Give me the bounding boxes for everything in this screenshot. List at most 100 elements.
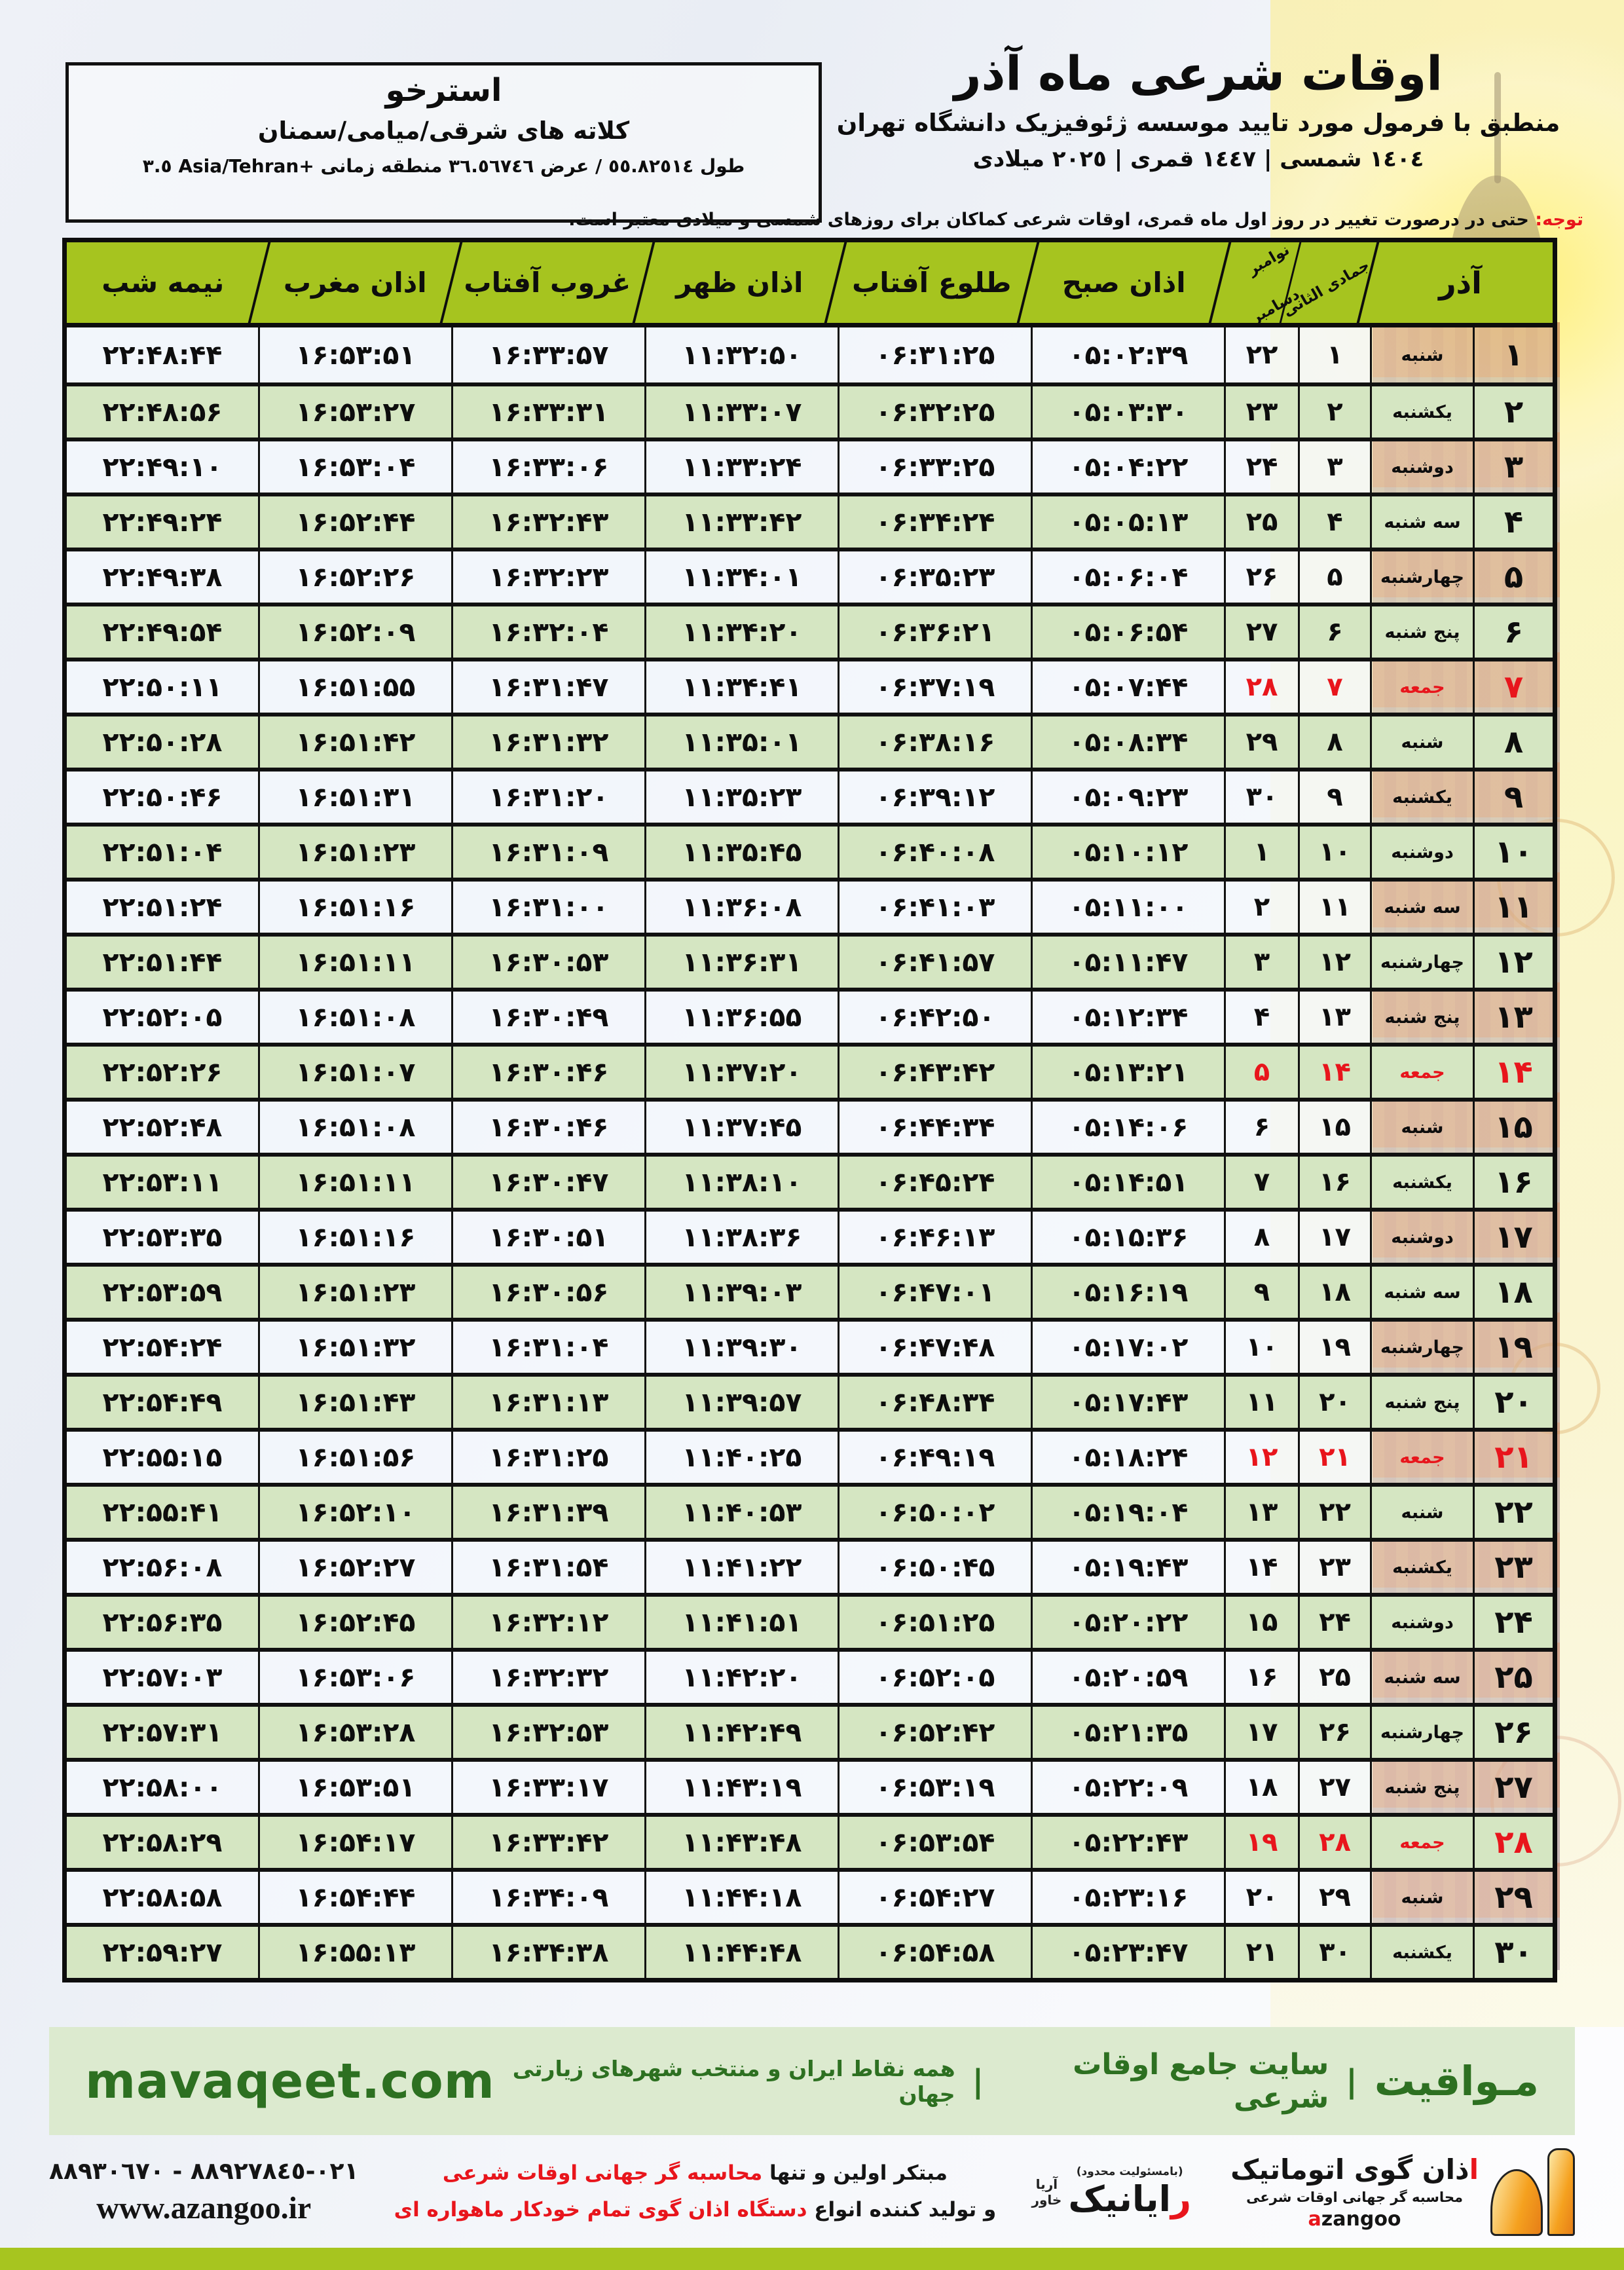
mosque-icon [1490,2148,1575,2236]
maghrib-time: ۱۶:۵۳:۲۸ [258,1707,451,1758]
slogan-line-1: مبتکر اولین و تنها محاسبه گر جهانی اوقات… [442,2161,948,2186]
dhuhr-time: ۱۱:۳۹:۳۰ [644,1322,838,1373]
page-subtitle: منطبق با فرمول مورد تایید موسسه ژئوفیزیک… [836,109,1560,137]
dhuhr-time: ۱۱:۳۳:۴۲ [644,496,838,548]
hijri-day-cell: ۱۴ [1298,1047,1370,1098]
table-row: ۱۴ جمعه ۱۴ ۵ ۰۵:۱۳:۲۱ ۰۶:۴۳:۴۲ ۱۱:۳۷:۲۰ ۱۶:۳۰:۴… [67,1043,1553,1098]
fajr-time: ۰۵:۱۰:۱۲ [1031,827,1224,878]
weekday-cell: یکشنبه [1370,386,1473,437]
sunset-time: ۱۶:۳۰:۴۶ [451,1102,644,1153]
sunset-time: ۱۶:۳۱:۵۴ [451,1542,644,1593]
hijri-day-cell: ۱۱ [1298,882,1370,933]
hijri-day-cell: ۴ [1298,496,1370,548]
midnight-time: ۲۲:۵۸:۵۸ [67,1872,258,1923]
sunset-time: ۱۶:۳۰:۴۹ [451,992,644,1043]
maghrib-time: ۱۶:۵۳:۵۱ [258,1762,451,1813]
weekday-cell: پنج شنبه [1370,992,1473,1043]
sunset-time: ۱۶:۳۱:۲۰ [451,772,644,823]
day-cell: ۲۰ [1473,1377,1553,1428]
gregorian-day-cell: ۲۸ [1224,661,1298,713]
day-cell: ۲۹ [1473,1872,1553,1923]
footer: اذان گوی اتوماتیک محاسبه گر جهانی اوقات … [49,2136,1575,2248]
sunrise-time: ۰۶:۵۴:۲۷ [838,1872,1031,1923]
weekday-cell: دوشنبه [1370,1212,1473,1263]
gregorian-day-cell: ۲۲ [1224,327,1298,382]
midnight-time: ۲۲:۵۶:۳۵ [67,1597,258,1648]
table-row: ۲۴ دوشنبه ۲۴ ۱۵ ۰۵:۲۰:۲۲ ۰۶:۵۱:۲۵ ۱۱:۴۱:۵۱ ۱۶:۳… [67,1593,1553,1648]
dhuhr-time: ۱۱:۴۰:۵۳ [644,1487,838,1538]
notice-line: توجه: حتی در درصورت تغییر در روز اول ماه… [49,210,1583,230]
maghrib-time: ۱۶:۵۱:۳۱ [258,772,451,823]
sunset-time: ۱۶:۳۰:۵۳ [451,937,644,988]
day-cell: ۲۵ [1473,1652,1553,1703]
table-row: ۱۹ چهارشنبه ۱۹ ۱۰ ۰۵:۱۷:۰۲ ۰۶:۴۷:۴۸ ۱۱:۳۹:۳۰ ۱۶… [67,1318,1553,1373]
dhuhr-time: ۱۱:۴۱:۲۲ [644,1542,838,1593]
hijri-day-cell: ۱۳ [1298,992,1370,1043]
page-title: اوقات شرعی ماه آذر [954,46,1443,101]
midnight-time: ۲۲:۴۹:۱۰ [67,441,258,493]
dhuhr-time: ۱۱:۴۴:۱۸ [644,1872,838,1923]
table-header: آذر جمادی الثانی نوامبر دسامبر اذان صبح … [67,242,1553,327]
weekday-cell: چهارشنبه [1370,1322,1473,1373]
fajr-time: ۰۵:۰۲:۳۹ [1031,327,1224,382]
day-cell: ۲ [1473,386,1553,437]
maghrib-time: ۱۶:۵۵:۱۳ [258,1927,451,1978]
midnight-time: ۲۲:۵۰:۱۱ [67,661,258,713]
maghrib-time: ۱۶:۵۱:۰۸ [258,1102,451,1153]
mavaqeet-brand: مـواقیت [1374,2057,1539,2105]
fajr-time: ۰۵:۲۰:۲۲ [1031,1597,1224,1648]
weekday-cell: شنبه [1370,716,1473,768]
table-row: ۲۵ سه شنبه ۲۵ ۱۶ ۰۵:۲۰:۵۹ ۰۶:۵۲:۰۵ ۱۱:۴۲:۲۰ ۱۶:… [67,1648,1553,1703]
midnight-time: ۲۲:۴۸:۵۶ [67,386,258,437]
midnight-time: ۲۲:۵۷:۳۱ [67,1707,258,1758]
dhuhr-time: ۱۱:۴۲:۲۰ [644,1652,838,1703]
fajr-time: ۰۵:۱۷:۴۳ [1031,1377,1224,1428]
sunset-time: ۱۶:۳۴:۰۹ [451,1872,644,1923]
fajr-time: ۰۵:۲۳:۱۶ [1031,1872,1224,1923]
day-cell: ۴ [1473,496,1553,548]
table-row: ۲۲ شنبه ۲۲ ۱۳ ۰۵:۱۹:۰۴ ۰۶:۵۰:۰۲ ۱۱:۴۰:۵۳ ۱۶:۳۱:… [67,1483,1553,1538]
sunset-time: ۱۶:۳۱:۲۵ [451,1432,644,1483]
hijri-day-cell: ۲۰ [1298,1377,1370,1428]
fajr-time: ۰۵:۰۴:۲۲ [1031,441,1224,493]
weekday-cell: پنج شنبه [1370,1377,1473,1428]
hijri-day-cell: ۲۵ [1298,1652,1370,1703]
website-url: www.azangoo.ir [96,2191,312,2225]
weekday-cell: چهارشنبه [1370,1707,1473,1758]
hijri-day-cell: ۶ [1298,606,1370,658]
gregorian-day-cell: ۱۷ [1224,1707,1298,1758]
hijri-day-cell: ۳۰ [1298,1927,1370,1978]
dhuhr-time: ۱۱:۳۷:۴۵ [644,1102,838,1153]
table-row: ۵ چهارشنبه ۵ ۲۶ ۰۵:۰۶:۰۴ ۰۶:۳۵:۲۳ ۱۱:۳۴:۰۱ ۱۶:۳… [67,548,1553,603]
footer-contact: ٠٢١-٨٨٩٢٧٨٤٥ - ٨٨٩٣٠٦٧٠ www.azangoo.ir [49,2158,358,2226]
sunset-time: ۱۶:۳۱:۴۷ [451,661,644,713]
gregorian-day-cell: ۱۴ [1224,1542,1298,1593]
gregorian-day-cell: ۵ [1224,1047,1298,1098]
sunset-time: ۱۶:۳۳:۱۷ [451,1762,644,1813]
location-box: استرخو کلاته های شرقی/میامی/سمنان طول ٥٥… [65,62,822,223]
sunset-time: ۱۶:۳۲:۴۳ [451,496,644,548]
dhuhr-time: ۱۱:۳۶:۳۱ [644,937,838,988]
sunrise-column-header: طلوع آفتاب [836,242,1028,323]
dhuhr-time: ۱۱:۳۶:۰۸ [644,882,838,933]
weekday-cell: پنج شنبه [1370,606,1473,658]
azangoo-tagline: محاسبه گر جهانی اوقات شرعی [1246,2189,1463,2205]
maghrib-time: ۱۶:۵۲:۴۴ [258,496,451,548]
hijri-day-cell: ۱ [1298,327,1370,382]
midnight-time: ۲۲:۵۲:۴۸ [67,1102,258,1153]
day-cell: ۲۶ [1473,1707,1553,1758]
maghrib-time: ۱۶:۵۴:۱۷ [258,1817,451,1868]
november-label: نوامبر [1245,241,1293,279]
day-cell: ۱۱ [1473,882,1553,933]
table-row: ۱۱ سه شنبه ۱۱ ۲ ۰۵:۱۱:۰۰ ۰۶:۴۱:۰۳ ۱۱:۳۶:۰۸ ۱۶:۳… [67,878,1553,933]
gregorian-day-cell: ۲ [1224,882,1298,933]
hijri-day-cell: ۱۵ [1298,1102,1370,1153]
fajr-time: ۰۵:۱۹:۰۴ [1031,1487,1224,1538]
midnight-time: ۲۲:۴۹:۳۸ [67,551,258,603]
dhuhr-time: ۱۱:۴۳:۱۹ [644,1762,838,1813]
table-body: ۱ شنبه ۱ ۲۲ ۰۵:۰۲:۳۹ ۰۶:۳۱:۲۵ ۱۱:۳۲:۵۰ ۱۶:۳۳:۵۷… [67,327,1553,1978]
fajr-time: ۰۵:۱۶:۱۹ [1031,1267,1224,1318]
gregorian-day-cell: ۲۱ [1224,1927,1298,1978]
maghrib-time: ۱۶:۵۲:۱۰ [258,1487,451,1538]
